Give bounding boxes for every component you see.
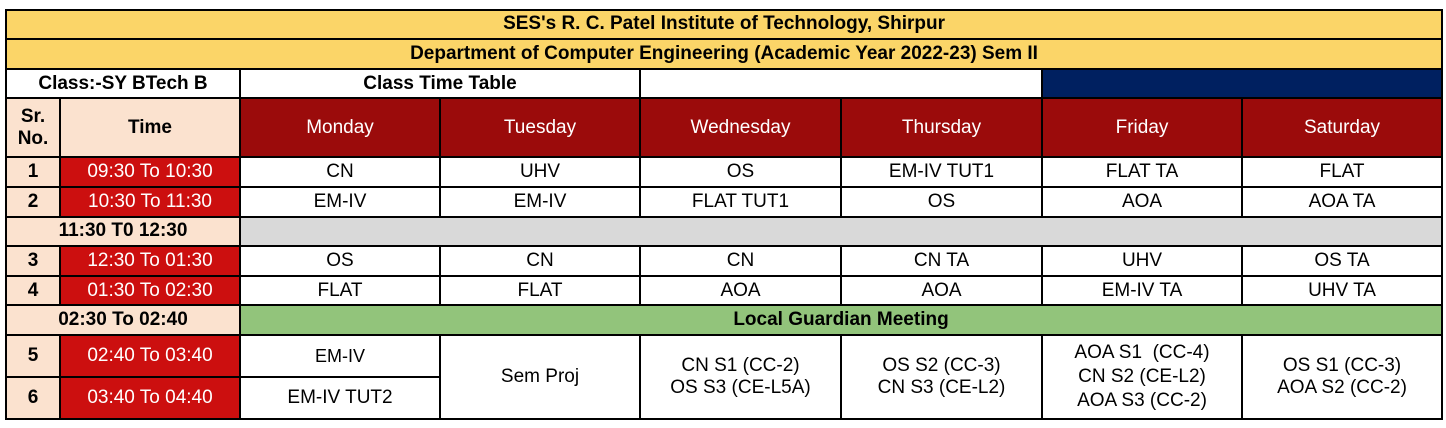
sr-no-cell: 6 (5, 375, 61, 421)
slot-cell: OS (239, 245, 441, 277)
time-cell: 10:30 To 11:30 (59, 185, 241, 218)
day-header-saturday: Saturday (1240, 96, 1444, 159)
navy-header-cell (1040, 68, 1444, 99)
table-row: 6 03:40 To 04:40 EM-IV TUT2 (5, 375, 1442, 421)
time-cell: 01:30 To 02:30 (59, 274, 241, 307)
sr-no-cell: 5 (5, 334, 61, 378)
local-guardian-meeting: Local Guardian Meeting (238, 304, 1444, 337)
friday-practical-cell: AOA S1 (CC-4) CN S2 (CE-L2) AOA S3 (CC-2… (1041, 334, 1243, 420)
slot-cell: FLAT TA (1041, 156, 1243, 188)
time-cell: 09:30 To 10:30 (59, 156, 241, 188)
slot-cell: UHV TA (1240, 274, 1444, 307)
timetable: SES's R. C. Patel Institute of Technolog… (4, 9, 1444, 421)
slot-cell: FLAT TUT1 (639, 185, 842, 218)
day-header-monday: Monday (239, 96, 441, 159)
slot-cell: CN TA (840, 245, 1043, 277)
day-header-tuesday: Tuesday (439, 96, 641, 159)
slot-cell: AOA (840, 274, 1043, 307)
batch-line: AOA S2 (CC-2) (1277, 377, 1407, 399)
day-header-thursday: Thursday (840, 96, 1043, 159)
slot-cell: AOA TA (1240, 185, 1444, 218)
slot-cell: AOA (1041, 185, 1243, 218)
slot-cell: EM-IV TUT2 (239, 375, 441, 421)
sr-no-cell: 4 (5, 274, 61, 307)
slot-cell: EM-IV (239, 185, 441, 218)
slot-cell: EM-IV (439, 185, 641, 218)
sr-no-header: Sr. No. (5, 96, 61, 159)
slot-cell: AOA (639, 274, 842, 307)
slot-cell: CN (439, 245, 641, 277)
break-time-cell: 11:30 T0 12:30 (5, 215, 241, 248)
time-header: Time (59, 96, 241, 159)
slot-cell: EM-IV TA (1041, 274, 1243, 307)
batch-line: OS S2 (CC-3) (882, 355, 1001, 377)
break-fill-cell (238, 215, 1444, 248)
department-title: Department of Computer Engineering (Acad… (4, 37, 1444, 71)
thursday-practical-cell: OS S2 (CC-3) CN S3 (CE-L2) (840, 334, 1043, 420)
slot-cell: EM-IV (239, 334, 441, 378)
class-label: Class:-SY BTech B (5, 68, 241, 99)
batch-line: CN S1 (CC-2) (681, 355, 800, 377)
sem-proj-cell: Sem Proj (439, 334, 641, 420)
table-row: 4 01:30 To 02:30 FLAT FLAT AOA AOA EM-IV… (5, 274, 1444, 307)
table-title: Class Time Table (239, 68, 641, 99)
slot-cell: UHV (439, 156, 641, 188)
table-row: 3 12:30 To 01:30 OS CN CN CN TA UHV OS T… (5, 245, 1444, 277)
sr-no-line1: Sr. (20, 105, 46, 127)
slot-cell: FLAT (439, 274, 641, 307)
blank-header-cell (639, 68, 1043, 99)
time-cell: 03:40 To 04:40 (59, 375, 241, 421)
slot-cell: OS (639, 156, 842, 188)
slot-cell: EM-IV TUT1 (840, 156, 1043, 188)
slot-cell: UHV (1041, 245, 1243, 277)
table-row: 5 02:40 To 03:40 EM-IV Sem Proj CN S1 (C… (5, 334, 1444, 420)
meeting-row: 02:30 To 02:40 Local Guardian Meeting (5, 304, 1444, 337)
sr-no-cell: 3 (5, 245, 61, 277)
slot-cell: FLAT (239, 274, 441, 307)
time-cell: 02:40 To 03:40 (59, 334, 241, 378)
saturday-practical-cell: OS S1 (CC-3) AOA S2 (CC-2) (1240, 334, 1444, 420)
sr-no-cell: 1 (5, 156, 61, 188)
batch-line: CN S3 (CE-L2) (877, 377, 1006, 399)
batch-line: CN S2 (CE-L2) (1078, 366, 1206, 388)
sr-no-cell: 2 (5, 185, 61, 218)
wednesday-practical-cell: CN S1 (CC-2) OS S3 (CE-L5A) (639, 334, 842, 420)
table-row: 1 09:30 To 10:30 CN UHV OS EM-IV TUT1 FL… (5, 156, 1444, 188)
batch-line: OS S1 (CC-3) (1282, 355, 1402, 377)
slot-cell: OS TA (1240, 245, 1444, 277)
sr-no-line2: No. (17, 127, 49, 149)
batch-line: AOA S3 (CC-2) (1077, 390, 1207, 412)
slot-cell: OS (840, 185, 1043, 218)
institute-title: SES's R. C. Patel Institute of Technolog… (4, 9, 1444, 40)
time-cell: 12:30 To 01:30 (59, 245, 241, 277)
slot-cell: CN (639, 245, 842, 277)
slot-cell: FLAT (1240, 156, 1444, 188)
slot-cell: CN (239, 156, 441, 188)
day-header-friday: Friday (1041, 96, 1243, 159)
meeting-time-cell: 02:30 To 02:40 (5, 304, 241, 337)
table-row: 2 10:30 To 11:30 EM-IV EM-IV FLAT TUT1 O… (5, 185, 1444, 218)
day-header-wednesday: Wednesday (639, 96, 842, 159)
batch-line: OS S3 (CE-L5A) (670, 377, 811, 399)
break-row: 11:30 T0 12:30 (5, 215, 1444, 248)
batch-line: AOA S1 (CC-4) (1074, 342, 1210, 364)
